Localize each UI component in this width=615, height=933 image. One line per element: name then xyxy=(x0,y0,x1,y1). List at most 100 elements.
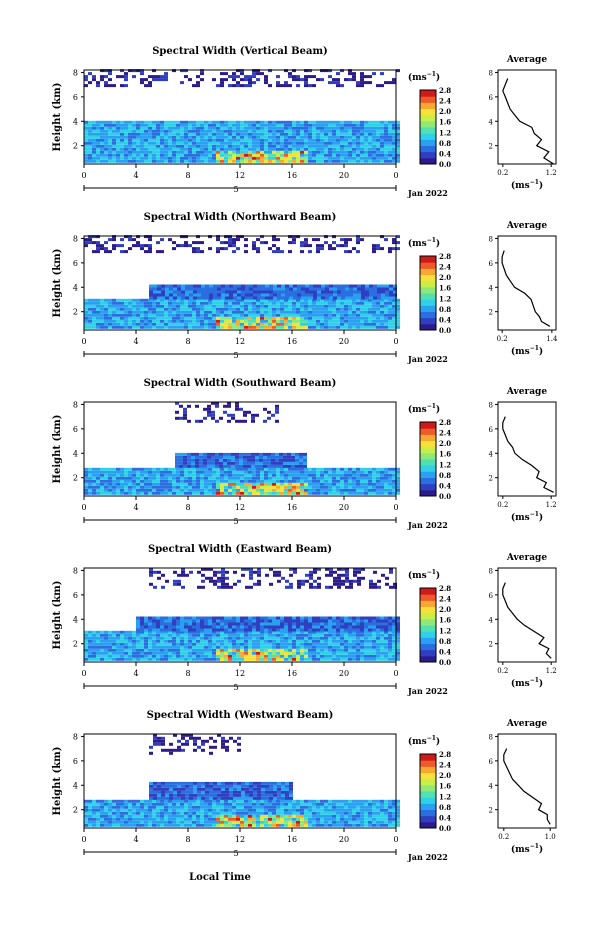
heatmap-cell xyxy=(124,480,128,483)
heatmap-cell xyxy=(289,294,293,297)
heatmap-cell xyxy=(377,297,381,300)
heatmap-cell xyxy=(191,465,195,468)
heatmap-cell xyxy=(300,655,304,658)
heatmap-cell xyxy=(275,456,279,459)
heatmap-cell xyxy=(332,658,336,661)
heatmap-cell xyxy=(324,305,328,308)
heatmap-cell xyxy=(140,626,144,629)
heatmap-cell xyxy=(287,456,291,459)
heatmap-cell xyxy=(96,640,100,643)
heatmap-cell xyxy=(300,480,304,483)
heatmap-cell xyxy=(140,489,144,492)
heatmap-cell xyxy=(324,320,328,323)
colorbar-segment xyxy=(420,139,436,146)
heatmap-cell xyxy=(231,465,235,468)
heatmap-cell xyxy=(148,317,152,320)
heatmap-cell xyxy=(357,577,361,580)
heatmap-cell xyxy=(384,492,388,495)
heatmap-cell xyxy=(92,658,96,661)
heatmap-cell xyxy=(84,480,88,483)
heatmap-cell xyxy=(309,288,313,291)
heatmap-cell xyxy=(144,154,148,157)
heatmap-cell xyxy=(208,133,212,136)
heatmap-cell xyxy=(380,655,384,658)
heatmap-cell xyxy=(225,291,229,294)
heatmap-cell xyxy=(260,649,264,652)
heatmap-cell xyxy=(248,649,252,652)
heatmap-cell xyxy=(296,637,300,640)
heatmap-cell xyxy=(240,326,244,329)
heatmap-cell xyxy=(227,459,231,462)
heatmap-cell xyxy=(392,629,396,632)
heatmap-cell xyxy=(392,238,396,241)
heatmap-cell xyxy=(303,462,307,465)
heatmap-cell xyxy=(316,617,320,620)
heatmap-cell xyxy=(116,480,120,483)
heatmap-cell xyxy=(328,477,332,480)
heatmap-cell xyxy=(160,308,164,311)
heatmap-cell xyxy=(384,468,388,471)
heatmap-cell xyxy=(380,629,384,632)
heatmap-cell xyxy=(132,75,136,78)
heatmap-cell xyxy=(108,157,112,160)
heatmap-cell xyxy=(112,151,116,154)
heatmap-cell xyxy=(396,145,400,148)
heatmap-cell xyxy=(216,646,220,649)
heatmap-cell xyxy=(252,492,256,495)
heatmap-cell xyxy=(348,302,352,305)
heatmap-cell xyxy=(148,620,152,623)
heatmap-cell xyxy=(252,81,256,84)
heatmap-cell xyxy=(297,580,301,583)
heatmap-cell xyxy=(160,474,164,477)
heatmap-cell xyxy=(248,323,252,326)
heatmap-cell xyxy=(208,124,212,127)
heatmap-cell xyxy=(148,326,152,329)
heatmap-cell xyxy=(320,78,324,81)
heatmap-cell xyxy=(365,294,369,297)
heatmap-cell xyxy=(216,468,220,471)
heatmap-cell xyxy=(228,652,232,655)
heatmap-cell xyxy=(364,323,368,326)
heatmap-cell xyxy=(372,244,376,247)
heatmap-cell xyxy=(344,626,348,629)
heatmap-cell xyxy=(244,305,248,308)
heatmap-cell xyxy=(140,468,144,471)
heatmap-cell xyxy=(84,640,88,643)
heatmap-cell xyxy=(256,238,260,241)
heatmap-cell xyxy=(364,151,368,154)
heatmap-cell xyxy=(316,148,320,151)
heatmap-cell xyxy=(120,154,124,157)
heatmap-cell xyxy=(264,477,268,480)
heatmap-cell xyxy=(196,305,200,308)
heatmap-cell xyxy=(84,317,88,320)
heatmap-cell xyxy=(268,620,272,623)
heatmap-cell xyxy=(296,658,300,661)
heatmap-cell xyxy=(344,317,348,320)
heatmap-cell xyxy=(301,580,305,583)
heatmap-cell xyxy=(108,640,112,643)
heatmap-cell xyxy=(248,471,252,474)
heatmap-cell xyxy=(316,78,320,81)
heatmap-cell xyxy=(180,323,184,326)
heatmap-cell xyxy=(356,124,360,127)
heatmap-cell xyxy=(284,145,288,148)
heatmap-cell xyxy=(264,626,268,629)
heatmap-cell xyxy=(164,640,168,643)
heatmap-cell xyxy=(160,323,164,326)
heatmap-cell xyxy=(256,646,260,649)
heatmap-cell xyxy=(221,294,225,297)
heatmap-cell xyxy=(384,637,388,640)
heatmap-cell xyxy=(176,489,180,492)
heatmap-cell xyxy=(201,294,205,297)
heatmap-cell xyxy=(244,468,248,471)
heatmap-cell xyxy=(144,323,148,326)
heatmap-cell xyxy=(192,154,196,157)
heatmap-cell xyxy=(136,299,140,302)
heatmap-cell xyxy=(88,130,92,133)
heatmap-cell xyxy=(92,151,96,154)
heatmap-cell xyxy=(388,655,392,658)
heatmap-cell xyxy=(144,127,148,130)
heatmap-cell xyxy=(212,308,216,311)
heatmap-cell xyxy=(104,154,108,157)
heatmap-cell xyxy=(216,139,220,142)
